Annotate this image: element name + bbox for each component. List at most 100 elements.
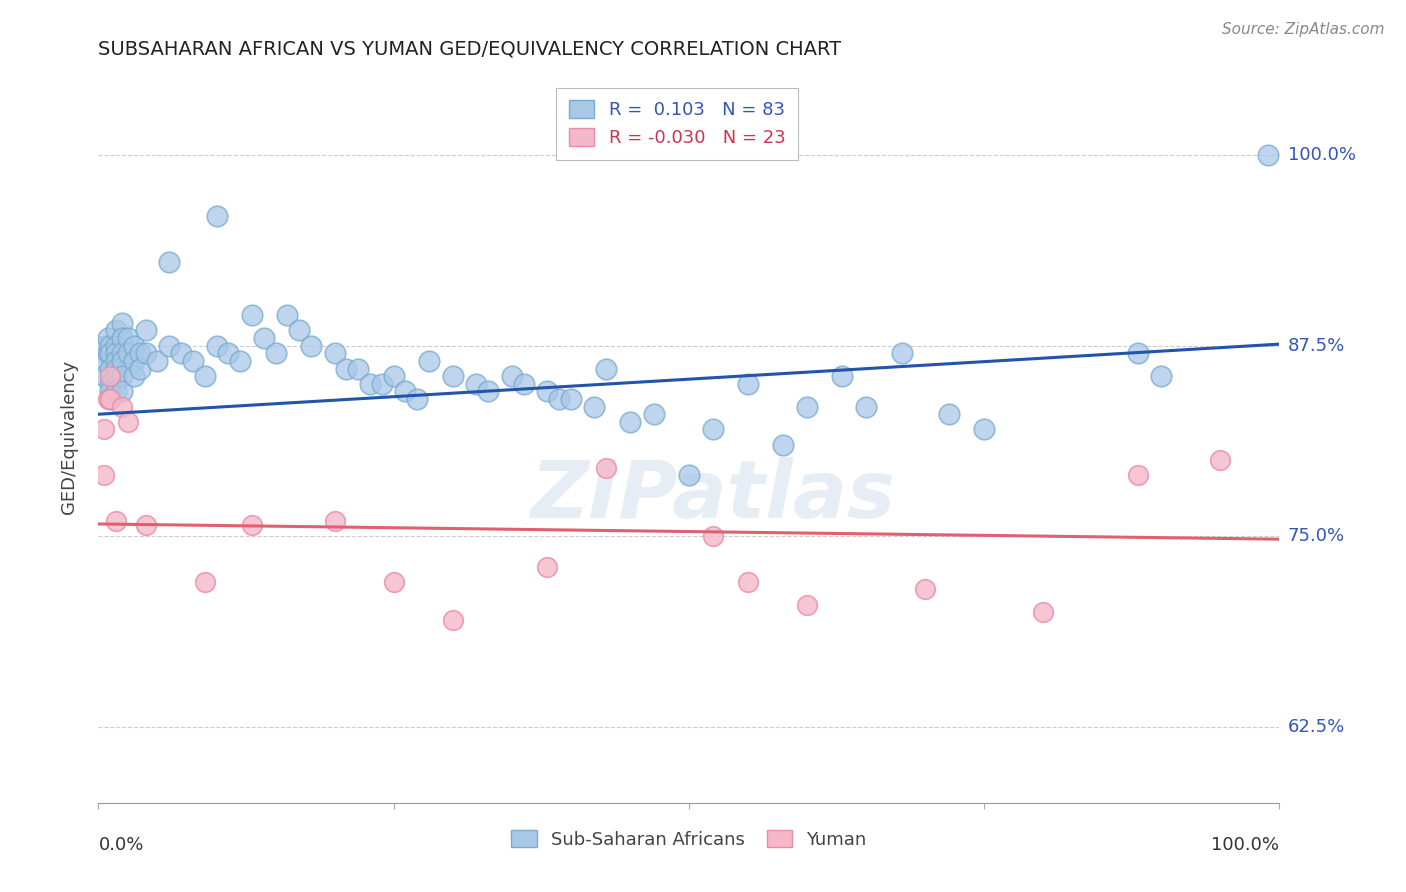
Point — [1126, 346, 1149, 360]
Point — [973, 422, 995, 436]
Point — [135, 346, 157, 360]
Point — [323, 346, 346, 360]
Point — [93, 369, 115, 384]
Point — [111, 316, 134, 330]
Point — [1032, 605, 1054, 619]
Point — [105, 514, 128, 528]
Point — [855, 400, 877, 414]
Point — [105, 361, 128, 376]
Point — [512, 376, 534, 391]
Point — [93, 468, 115, 483]
Point — [240, 308, 263, 322]
Point — [105, 323, 128, 337]
Point — [122, 369, 145, 384]
Point — [98, 369, 121, 384]
Point — [98, 376, 121, 391]
Point — [105, 369, 128, 384]
Point — [595, 460, 617, 475]
Point — [128, 361, 150, 376]
Point — [938, 407, 960, 421]
Point — [548, 392, 571, 406]
Y-axis label: GED/Equivalency: GED/Equivalency — [59, 360, 77, 514]
Point — [97, 392, 120, 406]
Point — [1257, 148, 1279, 162]
Point — [323, 514, 346, 528]
Point — [122, 354, 145, 368]
Point — [98, 392, 121, 406]
Point — [382, 574, 405, 589]
Point — [335, 361, 357, 376]
Text: 100.0%: 100.0% — [1212, 836, 1279, 854]
Point — [157, 339, 180, 353]
Point — [702, 422, 724, 436]
Point — [98, 361, 121, 376]
Point — [98, 384, 121, 399]
Point — [288, 323, 311, 337]
Point — [111, 400, 134, 414]
Point — [117, 415, 139, 429]
Point — [122, 339, 145, 353]
Text: 0.0%: 0.0% — [98, 836, 143, 854]
Point — [128, 346, 150, 360]
Point — [299, 339, 322, 353]
Point — [98, 339, 121, 353]
Text: ZIPatlas: ZIPatlas — [530, 457, 896, 534]
Point — [441, 369, 464, 384]
Point — [111, 369, 134, 384]
Text: 75.0%: 75.0% — [1288, 527, 1346, 545]
Point — [97, 331, 120, 345]
Text: Source: ZipAtlas.com: Source: ZipAtlas.com — [1222, 22, 1385, 37]
Point — [264, 346, 287, 360]
Point — [737, 376, 759, 391]
Point — [702, 529, 724, 543]
Text: 87.5%: 87.5% — [1288, 336, 1346, 355]
Point — [105, 354, 128, 368]
Point — [1150, 369, 1173, 384]
Point — [111, 346, 134, 360]
Point — [229, 354, 252, 368]
Point — [117, 346, 139, 360]
Point — [371, 376, 394, 391]
Point — [394, 384, 416, 399]
Point — [890, 346, 912, 360]
Point — [406, 392, 429, 406]
Legend: Sub-Saharan Africans, Yuman: Sub-Saharan Africans, Yuman — [501, 819, 877, 860]
Point — [477, 384, 499, 399]
Point — [643, 407, 665, 421]
Point — [1126, 468, 1149, 483]
Point — [98, 346, 121, 360]
Point — [441, 613, 464, 627]
Point — [914, 582, 936, 597]
Point — [595, 361, 617, 376]
Point — [536, 384, 558, 399]
Point — [737, 574, 759, 589]
Point — [796, 400, 818, 414]
Point — [93, 422, 115, 436]
Point — [93, 339, 115, 353]
Point — [536, 559, 558, 574]
Point — [111, 384, 134, 399]
Point — [678, 468, 700, 483]
Point — [111, 354, 134, 368]
Point — [205, 209, 228, 223]
Point — [501, 369, 523, 384]
Text: 62.5%: 62.5% — [1288, 717, 1346, 736]
Point — [217, 346, 239, 360]
Text: 100.0%: 100.0% — [1288, 146, 1355, 164]
Point — [465, 376, 488, 391]
Point — [194, 574, 217, 589]
Point — [117, 331, 139, 345]
Point — [583, 400, 606, 414]
Point — [105, 384, 128, 399]
Point — [418, 354, 440, 368]
Point — [146, 354, 169, 368]
Point — [111, 331, 134, 345]
Point — [135, 518, 157, 533]
Point — [253, 331, 276, 345]
Point — [98, 392, 121, 406]
Point — [359, 376, 381, 391]
Point — [105, 339, 128, 353]
Point — [135, 323, 157, 337]
Point — [382, 369, 405, 384]
Point — [1209, 453, 1232, 467]
